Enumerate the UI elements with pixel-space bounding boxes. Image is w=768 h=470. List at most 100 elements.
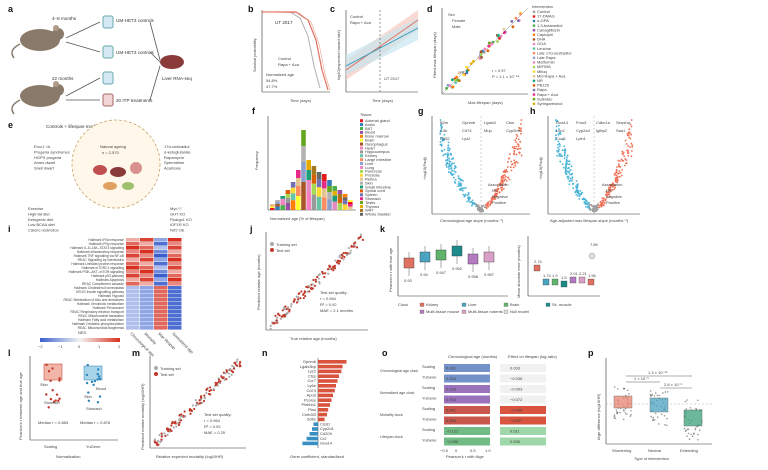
gene-label: Ctss xyxy=(506,120,514,125)
nes-tick: −1 xyxy=(58,344,63,349)
y-axis-label: Fitted max lifespan (days) xyxy=(432,32,437,78)
legend-control: Control xyxy=(278,56,291,61)
volcano-point xyxy=(578,195,581,197)
scatter-point xyxy=(230,373,233,376)
scatter-point xyxy=(280,315,283,318)
mae-box xyxy=(578,276,586,284)
mae-value: 1.5 xyxy=(561,275,567,280)
scatter-point xyxy=(269,324,272,327)
heatmap-cell xyxy=(154,298,168,302)
heatmap-cell xyxy=(140,282,154,286)
panel-h: h Gna14 Fmo3 Cdkn1a Serpina Lcn2 Cyp2a4 Igfbp2… xyxy=(530,106,640,223)
scatter-point xyxy=(219,380,222,383)
histogram-bar-segment xyxy=(285,198,291,203)
volcano-point xyxy=(496,195,498,198)
volcano-point xyxy=(445,159,447,162)
effect-bar xyxy=(500,427,546,435)
mae-value: 1.74 xyxy=(543,273,552,278)
volcano-point xyxy=(446,162,448,165)
legend-swatch xyxy=(532,88,536,92)
volcano-point xyxy=(505,179,508,182)
volcano-point xyxy=(498,191,501,194)
volcano-point xyxy=(630,150,633,152)
volcano-point xyxy=(588,201,591,204)
volcano-point xyxy=(570,165,573,168)
scatter-point xyxy=(649,395,652,397)
volcano-point xyxy=(484,206,486,208)
pearson-value: 0.846 xyxy=(446,418,457,423)
scatter-point xyxy=(200,398,203,401)
scatter-point xyxy=(314,280,318,283)
histogram-bar-segment xyxy=(311,183,317,195)
legend-swatch xyxy=(532,79,536,83)
scatter-point xyxy=(445,86,448,90)
pathway-label: REAC Complement cascade xyxy=(82,282,124,286)
volcano-point xyxy=(453,167,456,170)
volcano-point xyxy=(447,153,450,156)
y-axis-label: Pearson's r with true age xyxy=(388,247,393,292)
volcano-point xyxy=(614,179,617,182)
intervention-legend: Control17-DMAGα-GPA1,3-butanediolCanagli… xyxy=(532,9,571,106)
volcano-point xyxy=(571,176,574,179)
scatter-point xyxy=(153,441,157,444)
legend-ns: NS xyxy=(606,188,612,193)
legend-swatch xyxy=(503,302,509,307)
boxplots: 0.93 0.94 0.947 0.952 0.958 0.957 xyxy=(403,240,495,283)
scatter-point xyxy=(98,377,102,380)
histogram-bar-segment xyxy=(296,196,301,210)
panel-p: p 1.3 × 10⁻¹⁵ 1 × 10⁻⁵ 2.8 × 10⁻⁶ Shorte… xyxy=(588,348,712,461)
panel-k: k 0.93 0.94 0.947 0.952 0.958 0.957 Pearson's… xyxy=(380,224,600,314)
legend-item: Aorta xyxy=(365,122,375,127)
volcano-point xyxy=(443,133,446,136)
box-value: 0.952 xyxy=(452,266,463,271)
scatter-point xyxy=(457,71,461,75)
scatter-point xyxy=(344,251,347,254)
x-tick-extending: Extending xyxy=(680,448,698,453)
organ-icon xyxy=(110,167,126,177)
heatmap-cell xyxy=(140,250,154,254)
scatter-point xyxy=(58,377,61,380)
pathway-label: Hallmark inflammatory response xyxy=(77,250,124,254)
scatter-point xyxy=(451,85,455,89)
legend-swatch xyxy=(360,169,363,173)
scatter-point xyxy=(613,414,616,416)
null-model-marker xyxy=(588,252,596,260)
box xyxy=(435,249,447,261)
volcano-point xyxy=(570,179,573,182)
scatter-point xyxy=(175,425,178,428)
pathway-label: Hallmark IFNα response xyxy=(88,238,124,242)
legend-swatch xyxy=(532,102,536,106)
scatter-point xyxy=(312,278,315,282)
box xyxy=(451,245,463,257)
pct1-label: 54.8% xyxy=(266,78,278,83)
gene-label: Gna14 xyxy=(556,120,569,125)
histogram-bar-segment xyxy=(290,193,296,201)
volcano-point xyxy=(602,203,605,206)
scatter-point xyxy=(359,233,363,236)
scatter-point xyxy=(297,300,300,303)
volcano-point xyxy=(613,173,616,176)
legend-rapa: Rapa + Aca xyxy=(278,62,300,67)
heatmap-cell xyxy=(140,246,154,250)
panel-letter-j: j xyxy=(249,224,253,234)
volcano-point xyxy=(567,166,570,169)
volcano-point xyxy=(485,207,488,210)
panel-e-title: Controls + lifespan-modulating intervent… xyxy=(46,124,136,129)
scatter-point xyxy=(461,70,465,74)
volcano-point xyxy=(519,123,522,125)
volcano-point xyxy=(569,169,572,171)
volcano-point xyxy=(627,150,630,152)
heatmap-cell xyxy=(168,250,182,254)
p-value-1: 1.3 × 10⁻¹⁵ xyxy=(648,370,668,375)
volcano-point xyxy=(510,160,513,163)
scatter-point xyxy=(630,413,632,416)
gene-label: Plekho1 xyxy=(302,402,317,407)
volcano-point xyxy=(630,125,633,128)
group-label: Normalized age clock xyxy=(380,391,415,395)
legend-swatch xyxy=(461,309,467,314)
heatmap-cell xyxy=(168,314,182,318)
heatmap-cell xyxy=(154,290,168,294)
panel-letter-l: l xyxy=(8,348,11,358)
y-axis-label: Pearson's r between age and true age xyxy=(18,372,23,440)
